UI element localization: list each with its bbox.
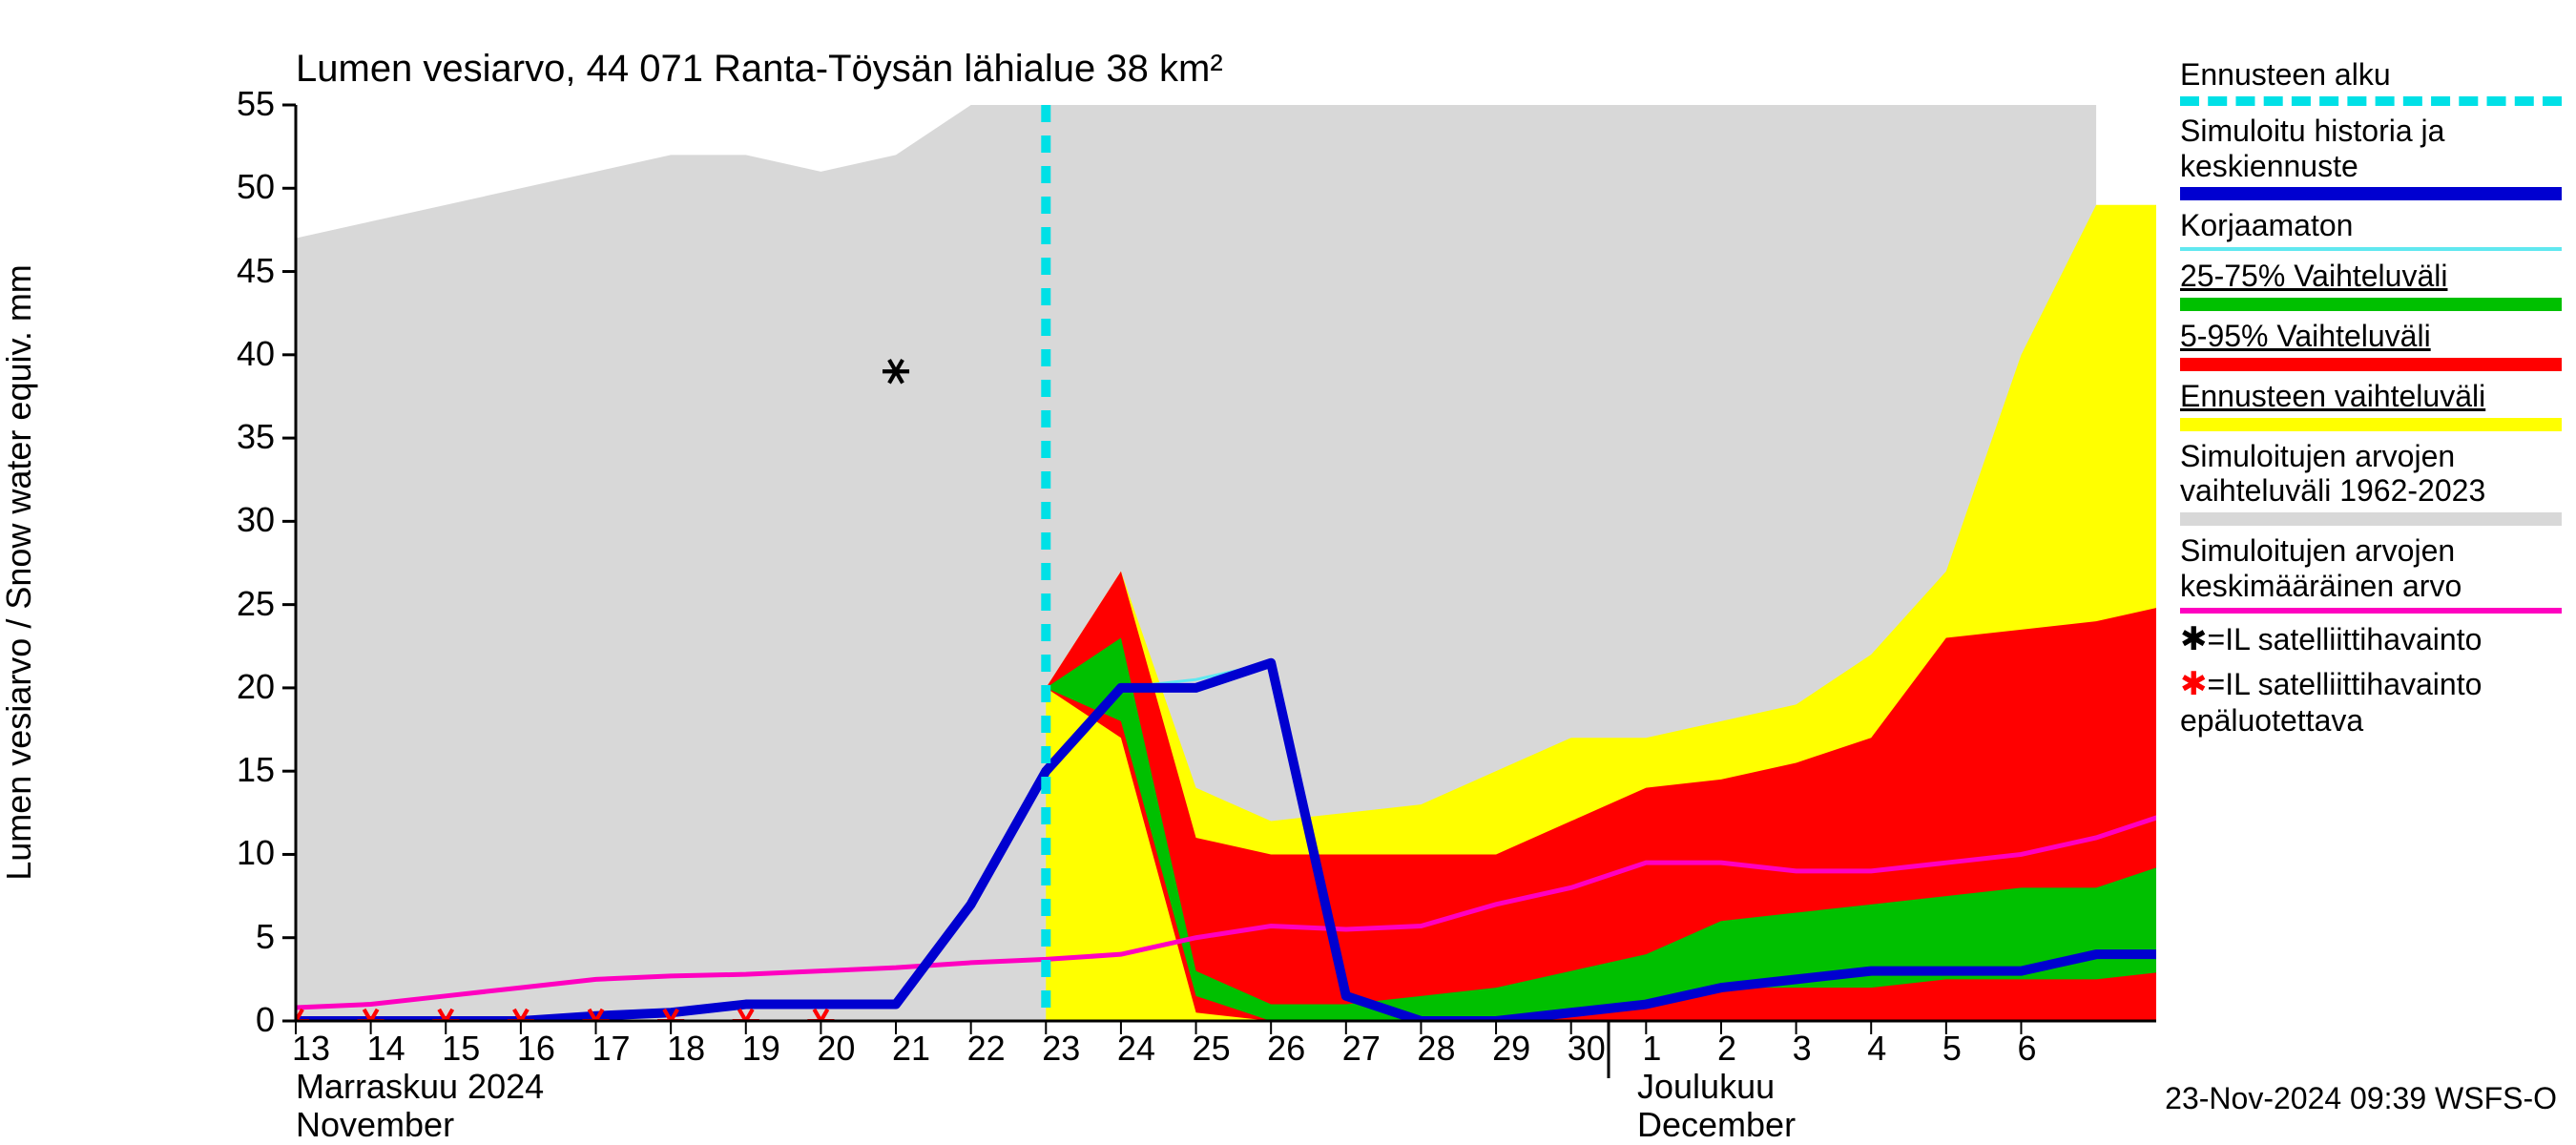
legend-label: =IL satelliittihavainto epäluotettava (2180, 667, 2482, 738)
legend-label: Ennusteen vaihteluväli (2180, 379, 2562, 414)
x-tick-label: 3 (1793, 1029, 1812, 1069)
legend-label: Korjaamaton (2180, 208, 2562, 243)
legend-swatch (2180, 608, 2562, 614)
y-tick-label: 30 (237, 500, 275, 540)
y-tick-label: 20 (237, 667, 275, 707)
legend-item: 25-75% Vaihteluväli (2180, 259, 2562, 311)
x-tick-label: 28 (1417, 1029, 1455, 1069)
y-tick-label: 45 (237, 251, 275, 291)
legend-label: Simuloitujen arvojen vaihteluväli 1962-2… (2180, 439, 2562, 510)
legend-item: Simuloitujen arvojen keskimääräinen arvo (2180, 533, 2562, 614)
x-tick-label: 6 (2017, 1029, 2036, 1069)
chart-container: Lumen vesiarvo / Snow water equiv. mm Lu… (0, 0, 2576, 1145)
legend-label: Simuloitu historia ja keskiennuste (2180, 114, 2562, 184)
legend-swatch (2180, 512, 2562, 526)
x-month-label: November (296, 1105, 454, 1145)
y-tick-label: 25 (237, 584, 275, 624)
x-tick-label: 14 (367, 1029, 405, 1069)
x-tick-label: 1 (1642, 1029, 1661, 1069)
x-tick-label: 15 (442, 1029, 480, 1069)
asterisk-icon: ✱ (2180, 666, 2208, 702)
x-tick-label: 30 (1568, 1029, 1606, 1069)
x-tick-label: 2 (1717, 1029, 1736, 1069)
x-tick-label: 20 (817, 1029, 855, 1069)
x-tick-label: 18 (667, 1029, 705, 1069)
legend-swatch (2180, 418, 2562, 431)
asterisk-icon: ✱ (2180, 621, 2208, 657)
x-tick-label: 22 (967, 1029, 1006, 1069)
legend-item: ✱=IL satelliittihavainto epäluotettava (2180, 666, 2562, 739)
legend-item: Simuloitujen arvojen vaihteluväli 1962-2… (2180, 439, 2562, 527)
x-tick-label: 23 (1042, 1029, 1080, 1069)
legend-item: Simuloitu historia ja keskiennuste (2180, 114, 2562, 201)
y-tick-label: 10 (237, 833, 275, 873)
y-tick-label: 40 (237, 334, 275, 374)
legend-label: =IL satelliittihavainto (2208, 622, 2483, 656)
x-tick-label: 29 (1492, 1029, 1530, 1069)
x-tick-label: 13 (292, 1029, 330, 1069)
legend-label: Simuloitujen arvojen keskimääräinen arvo (2180, 533, 2562, 604)
y-tick-label: 50 (237, 167, 275, 207)
legend-item: 5-95% Vaihteluväli (2180, 319, 2562, 371)
legend-swatch (2180, 358, 2562, 371)
legend-swatch (2180, 187, 2562, 200)
x-tick-label: 21 (892, 1029, 930, 1069)
legend-label: Ennusteen alku (2180, 57, 2562, 93)
legend-item: Ennusteen vaihteluväli (2180, 379, 2562, 431)
y-tick-label: 35 (237, 417, 275, 457)
legend-swatch (2180, 247, 2562, 251)
legend-item: ✱=IL satelliittihavainto (2180, 621, 2562, 658)
y-tick-label: 55 (237, 84, 275, 124)
y-tick-label: 5 (256, 917, 275, 957)
x-tick-label: 4 (1867, 1029, 1886, 1069)
legend: Ennusteen alku Simuloitu historia ja kes… (2180, 57, 2562, 746)
legend-label: 5-95% Vaihteluväli (2180, 319, 2562, 354)
legend-item: Korjaamaton (2180, 208, 2562, 251)
legend-swatch (2180, 96, 2562, 106)
y-tick-label: 15 (237, 750, 275, 790)
x-tick-label: 19 (742, 1029, 780, 1069)
x-month-label: Marraskuu 2024 (296, 1067, 544, 1107)
legend-swatch (2180, 298, 2562, 311)
x-tick-label: 26 (1267, 1029, 1305, 1069)
x-tick-label: 27 (1342, 1029, 1381, 1069)
footer-timestamp: 23-Nov-2024 09:39 WSFS-O (2165, 1081, 2557, 1116)
x-tick-label: 17 (592, 1029, 631, 1069)
x-tick-label: 16 (517, 1029, 555, 1069)
x-tick-label: 5 (1942, 1029, 1962, 1069)
legend-label: 25-75% Vaihteluväli (2180, 259, 2562, 294)
x-month-label: Joulukuu (1637, 1067, 1775, 1107)
x-tick-label: 25 (1193, 1029, 1231, 1069)
x-tick-label: 24 (1117, 1029, 1155, 1069)
x-month-label: December (1637, 1105, 1796, 1145)
y-tick-label: 0 (256, 1000, 275, 1040)
legend-item: Ennusteen alku (2180, 57, 2562, 106)
